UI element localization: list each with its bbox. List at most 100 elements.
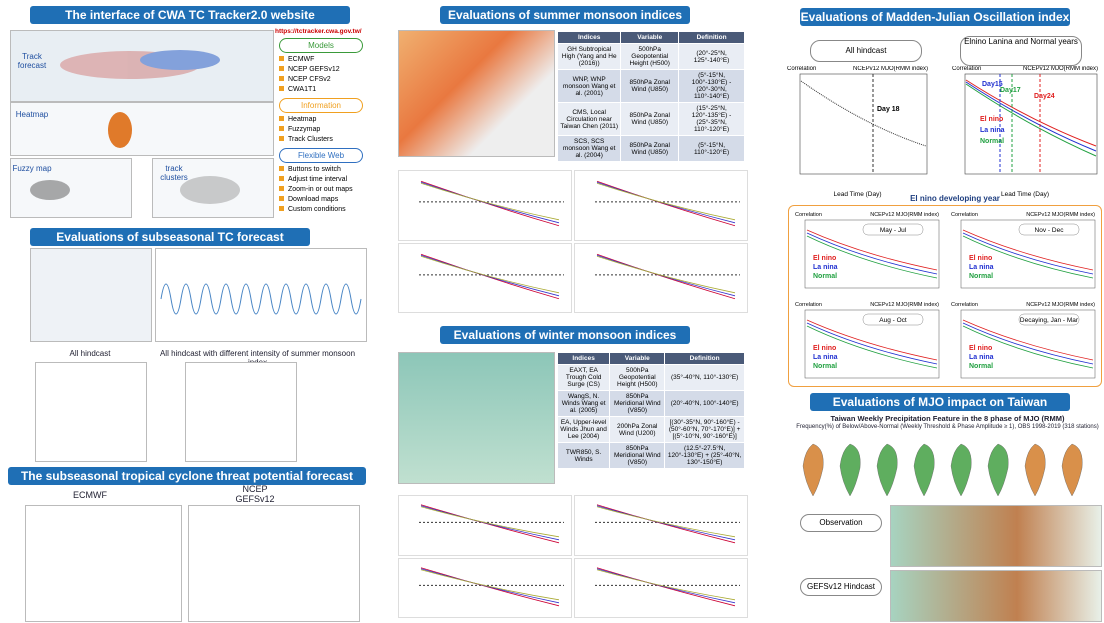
axis-title: Correlation	[952, 66, 981, 72]
taiwan-shape	[951, 444, 971, 496]
group-item: Download maps	[275, 195, 367, 205]
header-cell: Definition	[665, 353, 745, 365]
day-label: Day24	[1034, 93, 1055, 100]
table-cell: (12.5°-27.5°N, 120°-130°E) + (25°-40°N, …	[665, 443, 745, 469]
table-header: IndicesVariableDefinition	[558, 353, 745, 365]
legend-label: La nina	[969, 354, 994, 361]
model-label: NCEP GEFSv12	[235, 484, 275, 504]
line-panel	[574, 243, 748, 314]
table-cell: (20°-40°N, 100°-140°E)	[665, 391, 745, 417]
figure-title: Taiwan Weekly Precipitation Feature in t…	[795, 414, 1100, 423]
group-item: ECMWF	[275, 55, 367, 65]
legend-label: El nino	[813, 345, 836, 352]
table-cell: (5°-15°N, 110°-120°E)	[679, 136, 745, 162]
screen-label: track clusters	[154, 164, 194, 182]
table-cell: 200hPa Zonal Wind (U200)	[610, 417, 665, 443]
table-cell: 850hPa Meridional Wind (V850)	[610, 443, 665, 469]
line-panel	[574, 558, 748, 619]
season-label: Aug - Oct	[879, 317, 907, 324]
scatter-panel	[185, 362, 297, 462]
group-item: Custom conditions	[275, 205, 367, 215]
group-header: Information	[279, 98, 363, 113]
table-row: CMS, Local Circulation near Taiwan Chen …	[558, 103, 745, 136]
panel-grid	[398, 170, 746, 315]
legend-label: El nino	[813, 255, 836, 262]
axis-title: NCEPv12 MJO(RMM index)	[870, 302, 939, 308]
screen-label: Fuzzy map	[12, 164, 52, 173]
map-panel	[890, 505, 1102, 567]
plot-frame	[800, 74, 927, 174]
line-panel	[574, 495, 748, 556]
line-panel	[398, 243, 572, 314]
table-row: EAXT, EA Trough Cold Surge (CS)500hPa Ge…	[558, 365, 745, 391]
table-cell: 850hPa Zonal Wind (U850)	[621, 70, 679, 103]
axis-title: Lead Time (Day)	[833, 191, 881, 198]
group-item: Track Clusters	[275, 135, 367, 145]
line-panel	[398, 495, 572, 556]
sub-label: All hindcast	[30, 349, 150, 358]
axis-title: NCEPv12 MJO(RMM index)	[870, 212, 939, 218]
table-cell: (35°-40°N, 110°-130°E)	[665, 365, 745, 391]
season-panel: CorrelationNCEPv12 MJO(RMM index)Nov - D…	[949, 210, 1097, 294]
table-cell: 850hPa Meridional Wind (V850)	[610, 391, 665, 417]
group-item: Heatmap	[275, 115, 367, 125]
header-cell: Indices	[558, 353, 610, 365]
legend-label: El nino	[980, 116, 1003, 123]
taiwan-maps	[795, 436, 1100, 506]
mjo-charts: Correlation NCEPv12 MJO(RMM index) Lead Ti…	[785, 66, 1104, 201]
table-cell: 850hPa Zonal Wind (U850)	[621, 103, 679, 136]
header-cell: Variable	[610, 353, 665, 365]
group-item: Adjust time interval	[275, 175, 367, 185]
chart-title: All hindcast	[810, 40, 922, 62]
taiwan-shape	[840, 444, 860, 496]
day-label: Day17	[1000, 87, 1021, 94]
model-label: ECMWF	[60, 490, 120, 500]
season-panels: CorrelationNCEPv12 MJO(RMM index)May - J…	[788, 205, 1102, 387]
table-row: EA, Upper-level Winds Jhun and Lee (2004…	[558, 417, 745, 443]
axis-title: NCEPv12 MJO(RMM index)	[853, 66, 928, 72]
table-cell: TWR850, S. Winds	[558, 443, 610, 469]
season-panel: CorrelationNCEPv12 MJO(RMM index)Decayin…	[949, 300, 1097, 384]
table-row: WNP, WNP monsoon Wang et al. (2001)850hP…	[558, 70, 745, 103]
legend-label: Normal	[980, 138, 1004, 145]
legend-label: Normal	[969, 363, 993, 370]
table-cell: EAXT, EA Trough Cold Surge (CS)	[558, 365, 610, 391]
poster: The interface of CWA TC Tracker2.0 websi…	[0, 0, 1104, 623]
screen-label: Track forecast	[12, 52, 52, 70]
decor-curve	[966, 80, 1096, 146]
legend-label: Normal	[813, 363, 837, 370]
header-cell: Definition	[679, 32, 745, 44]
screen-label: Heatmap	[12, 110, 52, 119]
table-cell: [(30°-35°N, 90°-160°E) - (50°-60°N, 70°-…	[665, 417, 745, 443]
map-panel	[25, 505, 182, 622]
timeseries-decoration	[156, 249, 366, 341]
group-item: Zoom-in or out maps	[275, 185, 367, 195]
legend-label: La nina	[813, 264, 838, 271]
legend-label: La nina	[813, 354, 838, 361]
taiwan-shape	[1062, 444, 1082, 496]
map-panel	[30, 248, 152, 342]
legend-label: El nino	[969, 345, 992, 352]
map-panel	[398, 30, 555, 157]
group-item: Fuzzymap	[275, 125, 367, 135]
table-cell: WangS, N. Winds Wang et al. (2005)	[558, 391, 610, 417]
map-panel	[890, 570, 1102, 622]
day-label: Day 18	[877, 106, 900, 113]
decor-curve	[801, 81, 926, 146]
table-cell: 850hPa Zonal Wind (U850)	[621, 136, 679, 162]
table-cell: (15°-25°N, 120°-135°E) - (25°-35°N, 110°…	[679, 103, 745, 136]
line-panel	[398, 170, 572, 241]
section-banner: Evaluations of subseasonal TC forecast	[30, 228, 310, 246]
axis-title: NCEPv12 MJO(RMM index)	[1026, 212, 1095, 218]
url[interactable]: https://tctracker.cwa.gov.tw/	[275, 28, 367, 35]
map-panel	[188, 505, 360, 622]
group-item: NCEP GEFSv12	[275, 65, 367, 75]
table-row: GH Subtropical High (Yang and He (2016))…	[558, 44, 745, 70]
table-cell: CMS, Local Circulation near Taiwan Chen …	[558, 103, 621, 136]
group-item: NCEP CFSv2	[275, 75, 367, 85]
